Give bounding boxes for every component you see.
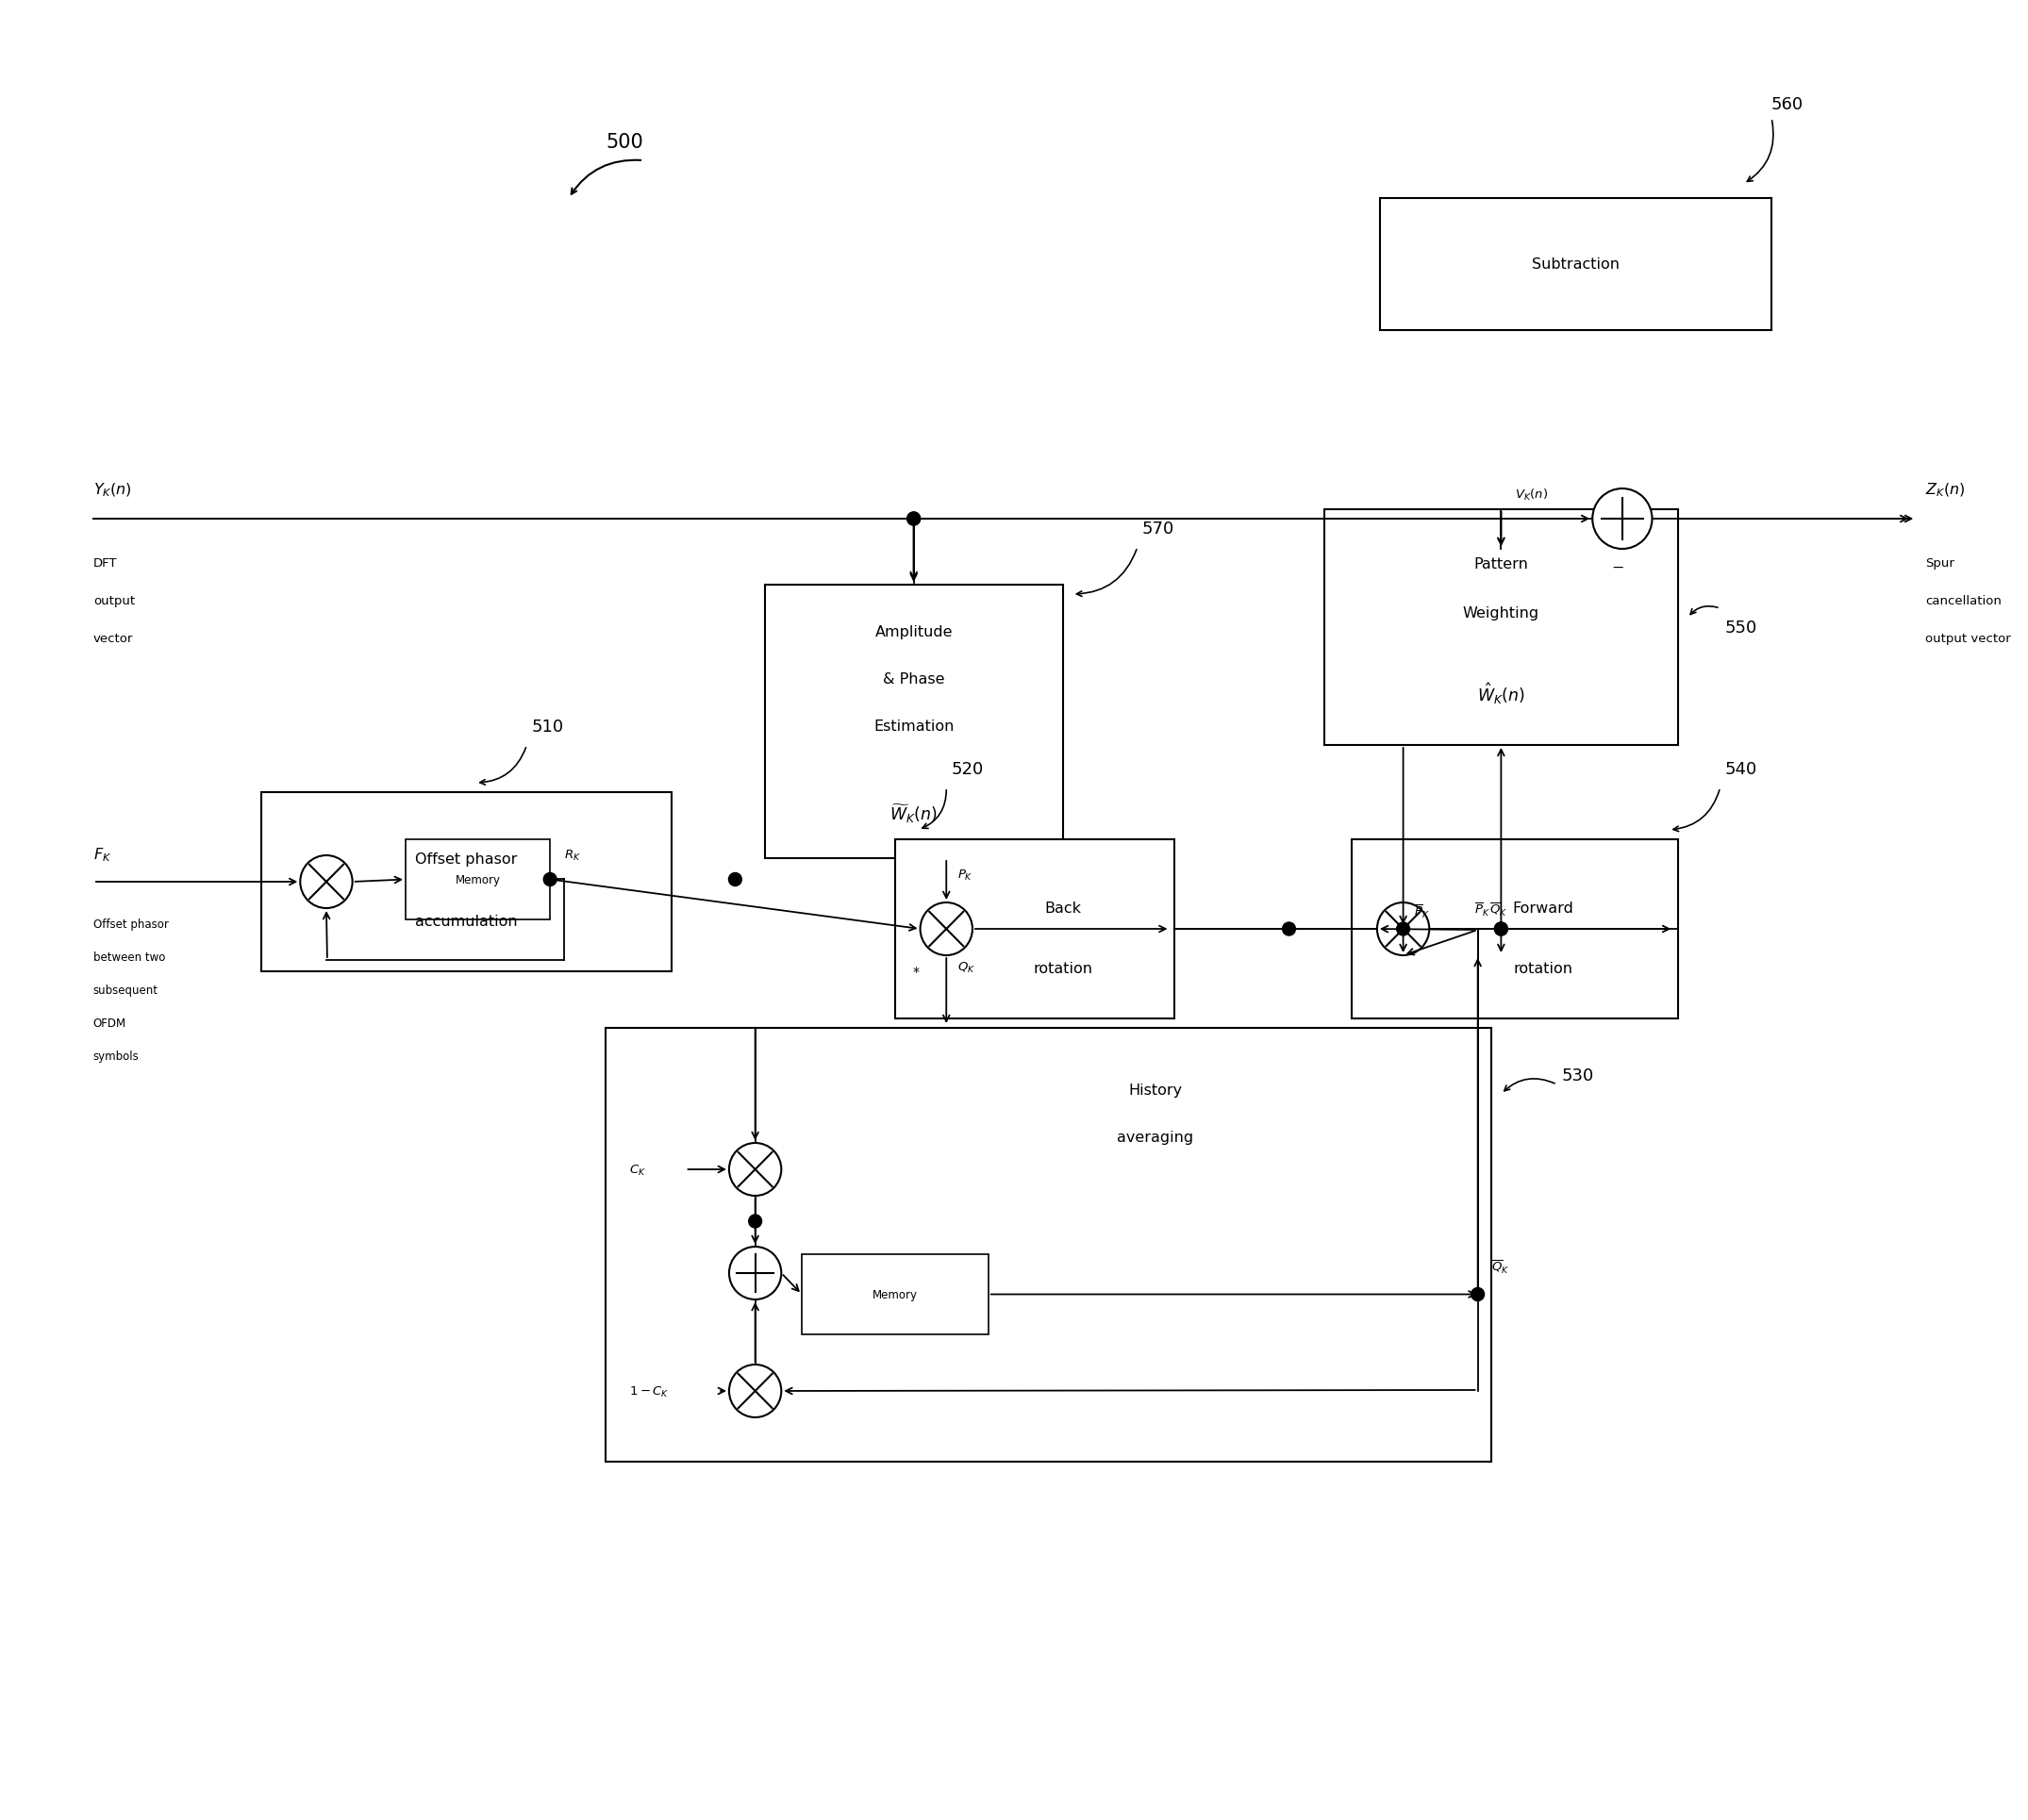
Text: Back: Back [1044,901,1081,915]
Text: Offset phasor: Offset phasor [416,852,517,866]
Text: 500: 500 [606,133,643,151]
Text: output: output [93,595,134,608]
Circle shape [748,1216,763,1228]
Text: rotation: rotation [1032,961,1093,976]
Text: rotation: rotation [1513,961,1574,976]
Text: Pattern: Pattern [1474,557,1529,571]
Text: $Y_K(n)$: $Y_K(n)$ [93,480,132,499]
Text: Subtraction: Subtraction [1531,258,1620,271]
Circle shape [921,903,973,956]
Text: Amplitude: Amplitude [874,626,953,639]
FancyBboxPatch shape [262,794,671,972]
Text: $Q_K$: $Q_K$ [957,961,975,976]
Text: DFT: DFT [93,557,118,570]
Text: Weighting: Weighting [1462,606,1539,621]
Circle shape [1377,903,1430,956]
Text: vector: vector [93,632,134,644]
Text: −: − [1612,561,1624,575]
Text: 530: 530 [1562,1067,1594,1085]
FancyBboxPatch shape [801,1254,988,1334]
FancyBboxPatch shape [1379,198,1770,331]
Text: & Phase: & Phase [882,672,945,686]
Text: accumulation: accumulation [416,914,517,928]
Circle shape [1397,923,1409,935]
Text: $\widetilde{W}_K(n)$: $\widetilde{W}_K(n)$ [890,803,937,824]
Text: output vector: output vector [1925,632,2012,644]
Text: $\overline{P}_K$: $\overline{P}_K$ [1474,901,1491,917]
Text: $Z_K(n)$: $Z_K(n)$ [1925,480,1965,499]
Circle shape [907,513,921,526]
Circle shape [728,874,742,886]
Text: symbols: symbols [93,1050,140,1063]
Circle shape [1495,923,1507,935]
Text: $1-C_K$: $1-C_K$ [629,1383,669,1398]
Text: 510: 510 [531,719,564,735]
Text: $F_K$: $F_K$ [93,846,112,863]
Circle shape [730,1143,781,1196]
Circle shape [1495,923,1507,935]
Circle shape [730,1247,781,1299]
Text: $\overline{P}_K$: $\overline{P}_K$ [1414,903,1430,919]
Text: History: History [1128,1083,1182,1097]
Text: Offset phasor: Offset phasor [93,917,168,930]
Text: cancellation: cancellation [1925,595,2002,608]
Text: $\overline{Q}_K$: $\overline{Q}_K$ [1493,1258,1511,1276]
Text: *: * [913,965,919,979]
Text: $P_K$: $P_K$ [957,868,973,883]
Text: 560: 560 [1770,96,1803,113]
FancyBboxPatch shape [1324,510,1679,746]
Text: between two: between two [93,952,164,963]
Text: $V_K(n)$: $V_K(n)$ [1515,488,1547,502]
Text: 570: 570 [1142,521,1174,537]
Text: Spur: Spur [1925,557,1955,570]
Text: $\overline{Q}_K$: $\overline{Q}_K$ [1489,901,1507,917]
Text: 540: 540 [1726,761,1756,777]
Text: $C_K$: $C_K$ [629,1163,647,1178]
Circle shape [300,855,353,908]
Circle shape [1470,1289,1484,1301]
Circle shape [1592,490,1653,550]
Text: $\hat{W}_K(n)$: $\hat{W}_K(n)$ [1476,681,1525,706]
Text: OFDM: OFDM [93,1017,126,1030]
Text: $R_K$: $R_K$ [564,848,580,863]
FancyBboxPatch shape [406,839,550,919]
Text: 520: 520 [951,761,984,777]
Circle shape [544,874,556,886]
FancyBboxPatch shape [606,1028,1493,1461]
Text: Memory: Memory [872,1289,919,1301]
Text: averaging: averaging [1117,1130,1192,1143]
Circle shape [730,1365,781,1418]
FancyBboxPatch shape [1353,839,1679,1019]
Text: Forward: Forward [1513,901,1574,915]
FancyBboxPatch shape [765,586,1063,859]
FancyBboxPatch shape [894,839,1174,1019]
Text: 550: 550 [1726,619,1756,637]
Text: Memory: Memory [454,874,501,886]
Text: Estimation: Estimation [874,719,953,733]
Text: subsequent: subsequent [93,985,158,996]
Circle shape [1282,923,1296,935]
Circle shape [907,513,921,526]
